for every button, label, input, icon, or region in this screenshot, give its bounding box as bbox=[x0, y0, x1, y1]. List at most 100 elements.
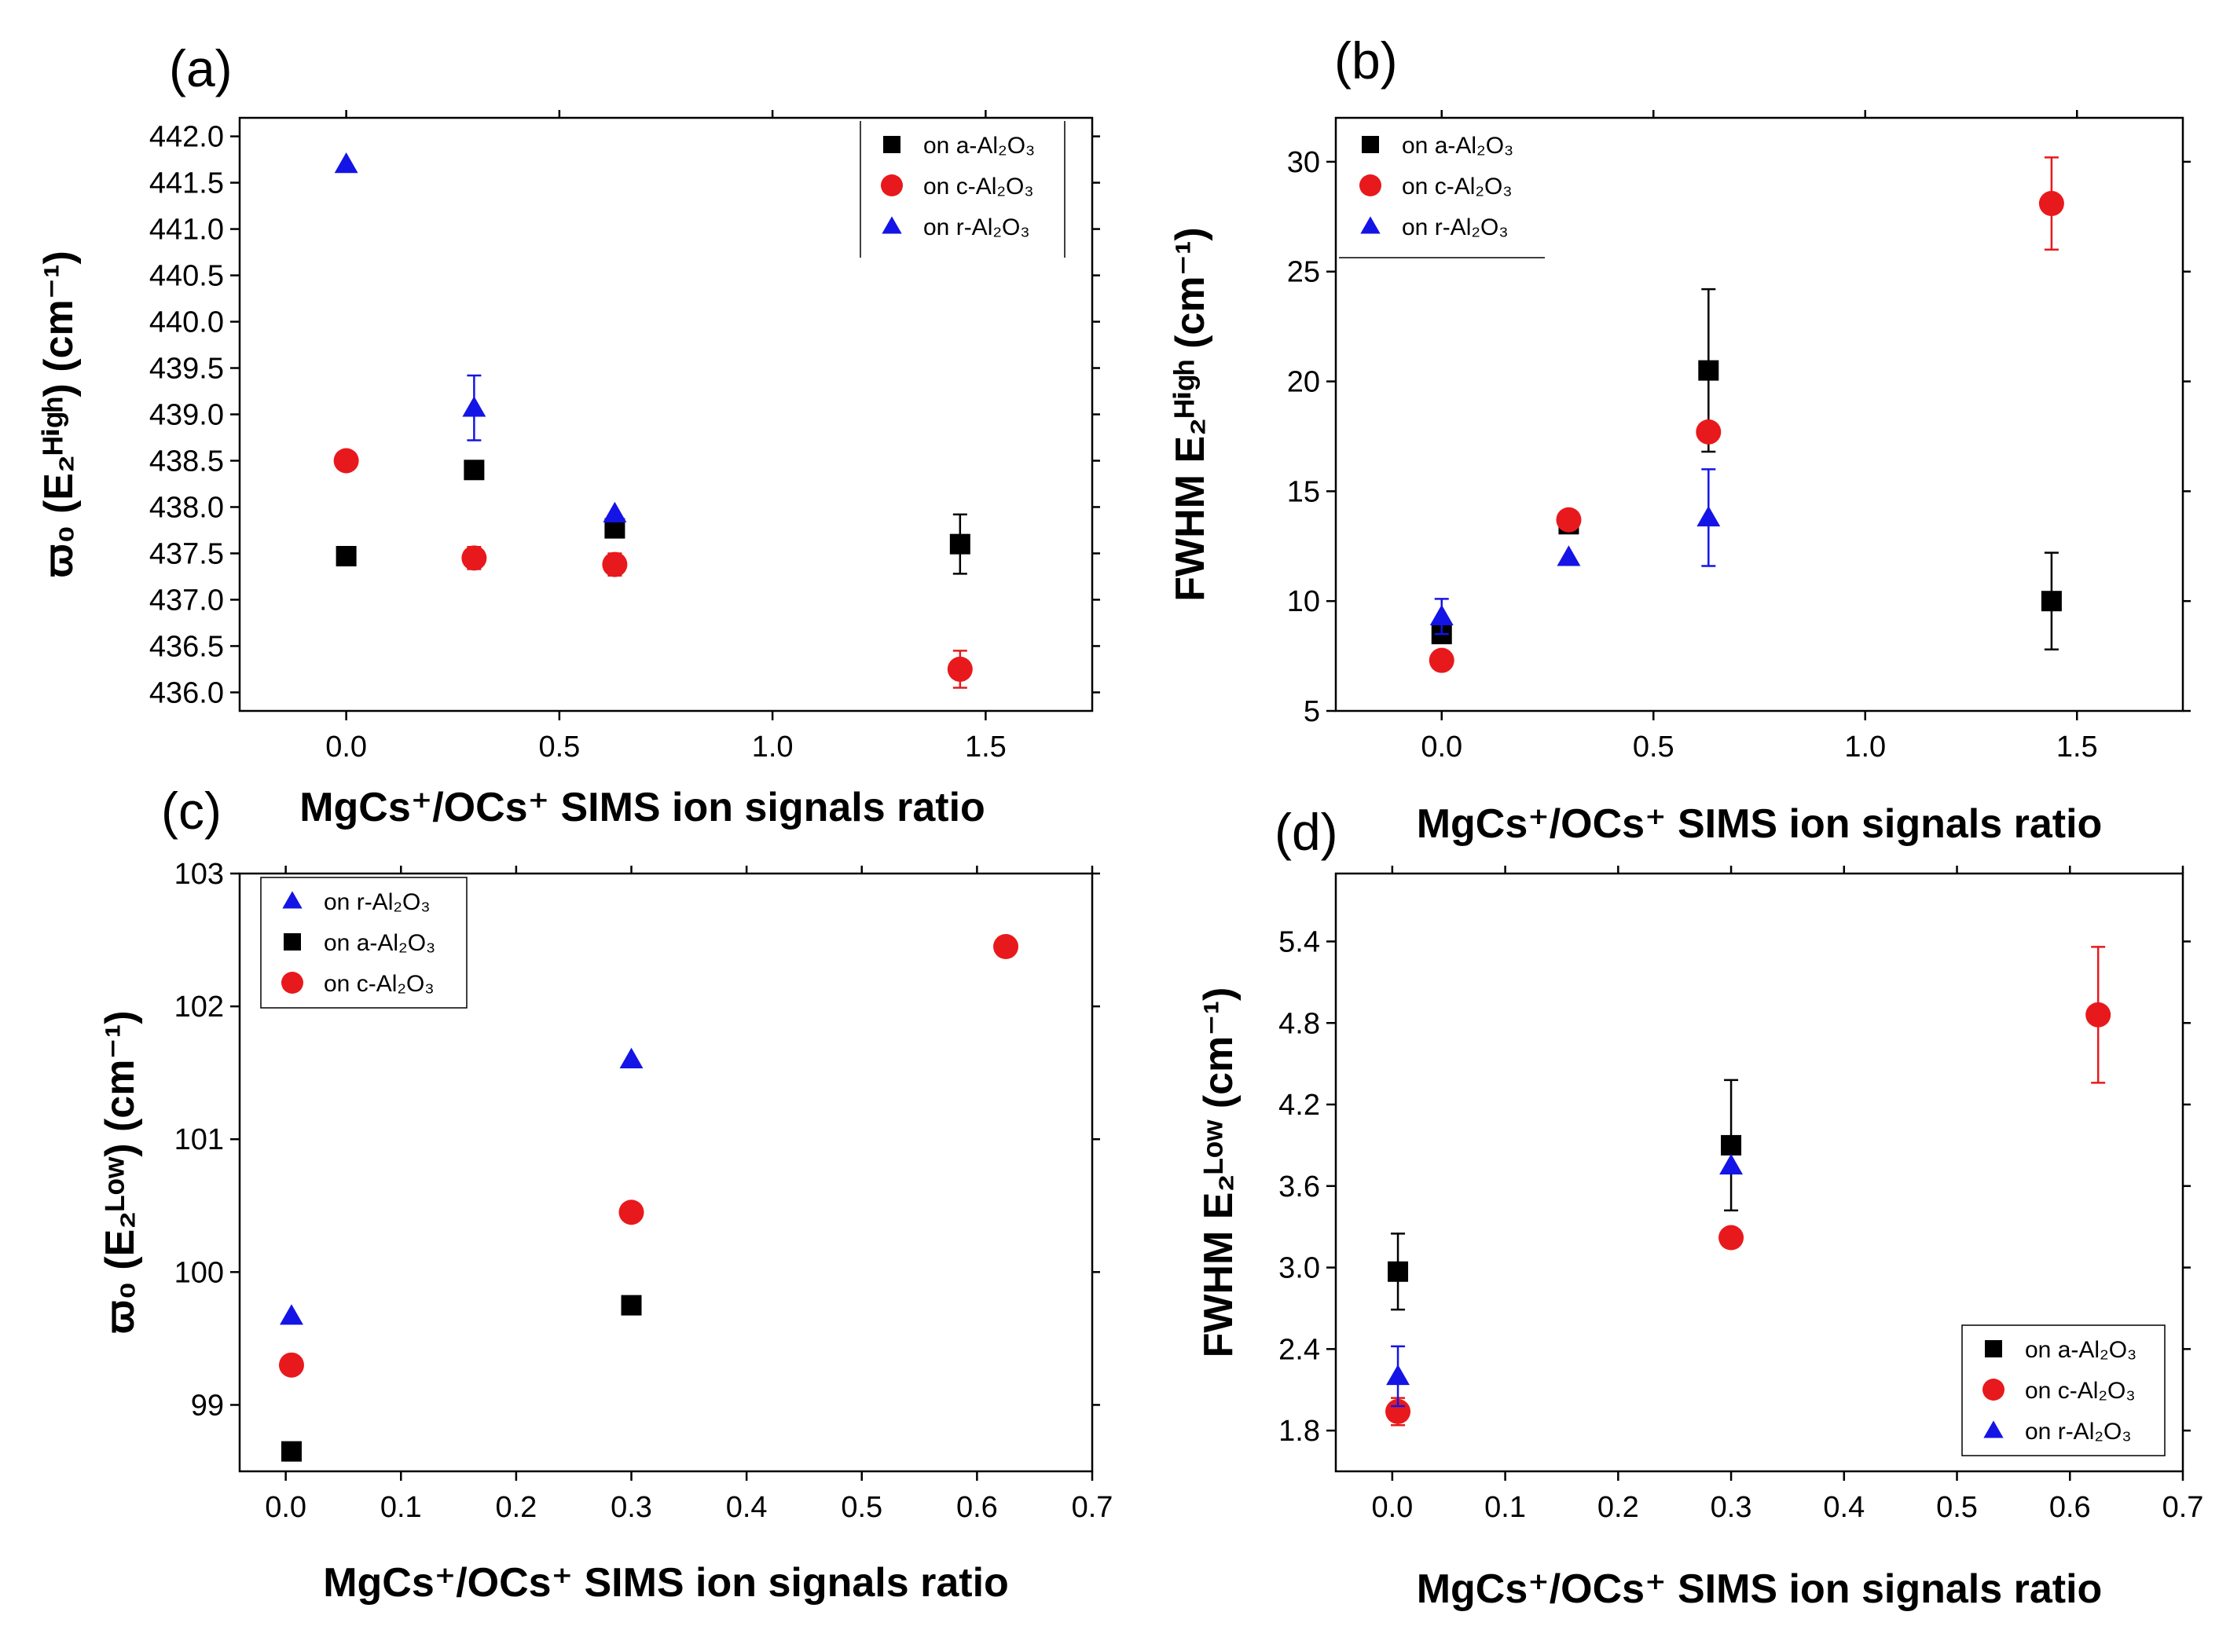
data-point bbox=[461, 545, 487, 571]
legend-label: on r-Al₂O₃ bbox=[2025, 1419, 2132, 1445]
legend-marker bbox=[282, 891, 303, 909]
series-triangle bbox=[280, 1047, 644, 1325]
x-tick-label: 0.1 bbox=[380, 1491, 422, 1524]
y-tick-label: 3.0 bbox=[1278, 1252, 1320, 1285]
series-circle bbox=[333, 448, 973, 689]
legend-marker bbox=[1983, 1420, 2004, 1438]
panel-label: (b) bbox=[1334, 31, 1398, 90]
series-square bbox=[1388, 1079, 1742, 1311]
y-tick-label: 103 bbox=[174, 858, 224, 891]
legend-marker bbox=[883, 136, 900, 153]
data-point bbox=[1719, 1153, 1744, 1175]
data-point bbox=[1557, 545, 1581, 566]
y-tick-label: 4.2 bbox=[1278, 1089, 1320, 1122]
chart-panel-0: 0.0 0.5 1.0 1.5 436.0 436.5 437.0 437.5 438.0 438… bbox=[36, 39, 1100, 830]
x-tick-label: 1.0 bbox=[1844, 731, 1886, 764]
plot-frame bbox=[1334, 872, 2184, 1473]
x-tick-label: 0.7 bbox=[1072, 1491, 1113, 1524]
data-point bbox=[1429, 647, 1454, 673]
data-point bbox=[602, 551, 628, 577]
legend-label: on a-Al₂O₃ bbox=[1402, 133, 1513, 159]
legend-marker bbox=[881, 174, 903, 196]
legend-label: on r-Al₂O₃ bbox=[324, 889, 431, 915]
series-circle bbox=[1429, 156, 2064, 673]
series-square bbox=[281, 1295, 642, 1462]
x-tick-label: 0.5 bbox=[841, 1491, 882, 1524]
data-point bbox=[993, 934, 1019, 960]
legend-border bbox=[1961, 1324, 2166, 1456]
legend-label: on c-Al₂O₃ bbox=[2025, 1378, 2136, 1404]
y-tick-label: 101 bbox=[174, 1123, 224, 1156]
data-point bbox=[462, 396, 486, 417]
y-tick-label: 442.0 bbox=[149, 121, 224, 154]
series-triangle bbox=[1386, 1153, 1744, 1408]
data-point bbox=[2085, 1002, 2111, 1027]
x-tick-label: 0.4 bbox=[726, 1491, 768, 1524]
y-tick-label: 15 bbox=[1287, 475, 1320, 508]
legend-marker bbox=[1982, 1379, 2004, 1401]
x-tick-label: 0.2 bbox=[495, 1491, 537, 1524]
y-tick-label: 436.0 bbox=[149, 676, 224, 709]
legend-label: on r-Al₂O₃ bbox=[1402, 214, 1509, 240]
x-tick-label: 0.6 bbox=[2049, 1491, 2091, 1524]
data-point bbox=[1388, 1261, 1409, 1282]
y-tick-label: 30 bbox=[1287, 146, 1320, 179]
y-tick-label: 437.5 bbox=[149, 537, 224, 570]
x-tick-label: 0.3 bbox=[611, 1491, 652, 1524]
x-tick-label: 0.5 bbox=[1633, 731, 1674, 764]
y-tick-label: 3.6 bbox=[1278, 1170, 1320, 1203]
legend-marker bbox=[284, 933, 301, 951]
data-point bbox=[281, 1441, 302, 1462]
x-tick-label: 0.7 bbox=[2162, 1491, 2204, 1524]
data-point bbox=[2041, 591, 2062, 612]
chart-panel-3: 0.0 0.1 0.2 0.3 0.4 0.5 0.6 0.7 1.8 2.4 3.0 3.6 4.2 4… bbox=[1196, 803, 2203, 1612]
legend-label: on a-Al₂O₃ bbox=[923, 133, 1035, 159]
legend-label: on a-Al₂O₃ bbox=[2025, 1337, 2136, 1363]
x-tick-label: 0.3 bbox=[1711, 1491, 1752, 1524]
data-point bbox=[1696, 419, 1722, 445]
legend: on a-Al₂O₃ on c-Al₂O₃ on r-Al₂O₃ bbox=[1339, 133, 1545, 258]
y-tick-label: 439.0 bbox=[149, 399, 224, 432]
x-tick-label: 0.0 bbox=[325, 731, 367, 764]
legend-marker bbox=[281, 972, 303, 994]
y-axis-title: ϖ₀ (E₂ᴸᵒʷ) (cm⁻¹) bbox=[97, 1010, 143, 1334]
data-point bbox=[603, 501, 627, 522]
x-axis-title: MgCs⁺/OCs⁺ SIMS ion signals ratio bbox=[323, 1560, 1009, 1606]
panel-label: (c) bbox=[161, 782, 222, 840]
x-tick-label: 0.0 bbox=[1421, 731, 1462, 764]
plot-frame bbox=[238, 116, 1094, 712]
legend-border bbox=[260, 877, 468, 1009]
chart-panel-2: 0.0 0.1 0.2 0.3 0.4 0.5 0.6 0.7 99 100 101 102 103 Mg… bbox=[97, 782, 1113, 1606]
legend: on r-Al₂O₃ on a-Al₂O₃ on c-Al₂O₃ bbox=[260, 877, 468, 1009]
x-tick-label: 0.6 bbox=[956, 1491, 998, 1524]
plot-frame bbox=[238, 872, 1094, 1473]
y-tick-label: 440.5 bbox=[149, 260, 224, 293]
series-triangle bbox=[1429, 468, 1721, 636]
y-tick-label: 441.0 bbox=[149, 214, 224, 247]
data-point bbox=[1698, 360, 1719, 381]
x-tick-label: 0.4 bbox=[1823, 1491, 1865, 1524]
plot-frame bbox=[1334, 116, 2184, 712]
y-axis-title: FWHM E₂ᴴⁱᵍʰ (cm⁻¹) bbox=[1168, 227, 1213, 601]
data-point bbox=[278, 1352, 304, 1378]
data-point bbox=[1556, 507, 1582, 533]
y-tick-label: 100 bbox=[174, 1256, 224, 1289]
data-point bbox=[464, 460, 485, 481]
legend-label: on c-Al₂O₃ bbox=[1402, 174, 1513, 200]
y-tick-label: 438.5 bbox=[149, 445, 224, 478]
x-axis-title: MgCs⁺/OCs⁺ SIMS ion signals ratio bbox=[299, 785, 985, 830]
y-axis-title: FWHM E₂ᴸᵒʷ (cm⁻¹) bbox=[1196, 987, 1242, 1358]
y-tick-label: 99 bbox=[191, 1389, 224, 1422]
panel-label: (d) bbox=[1275, 803, 1338, 861]
x-tick-label: 0.2 bbox=[1597, 1491, 1639, 1524]
y-tick-label: 5.4 bbox=[1278, 925, 1320, 958]
data-point bbox=[618, 1200, 644, 1225]
x-tick-label: 1.5 bbox=[965, 731, 1007, 764]
panel-label: (a) bbox=[169, 39, 233, 97]
data-point bbox=[949, 533, 970, 555]
x-tick-label: 0.0 bbox=[265, 1491, 306, 1524]
data-point bbox=[1386, 1364, 1410, 1386]
legend-label: on c-Al₂O₃ bbox=[324, 971, 435, 997]
data-point bbox=[336, 545, 357, 566]
